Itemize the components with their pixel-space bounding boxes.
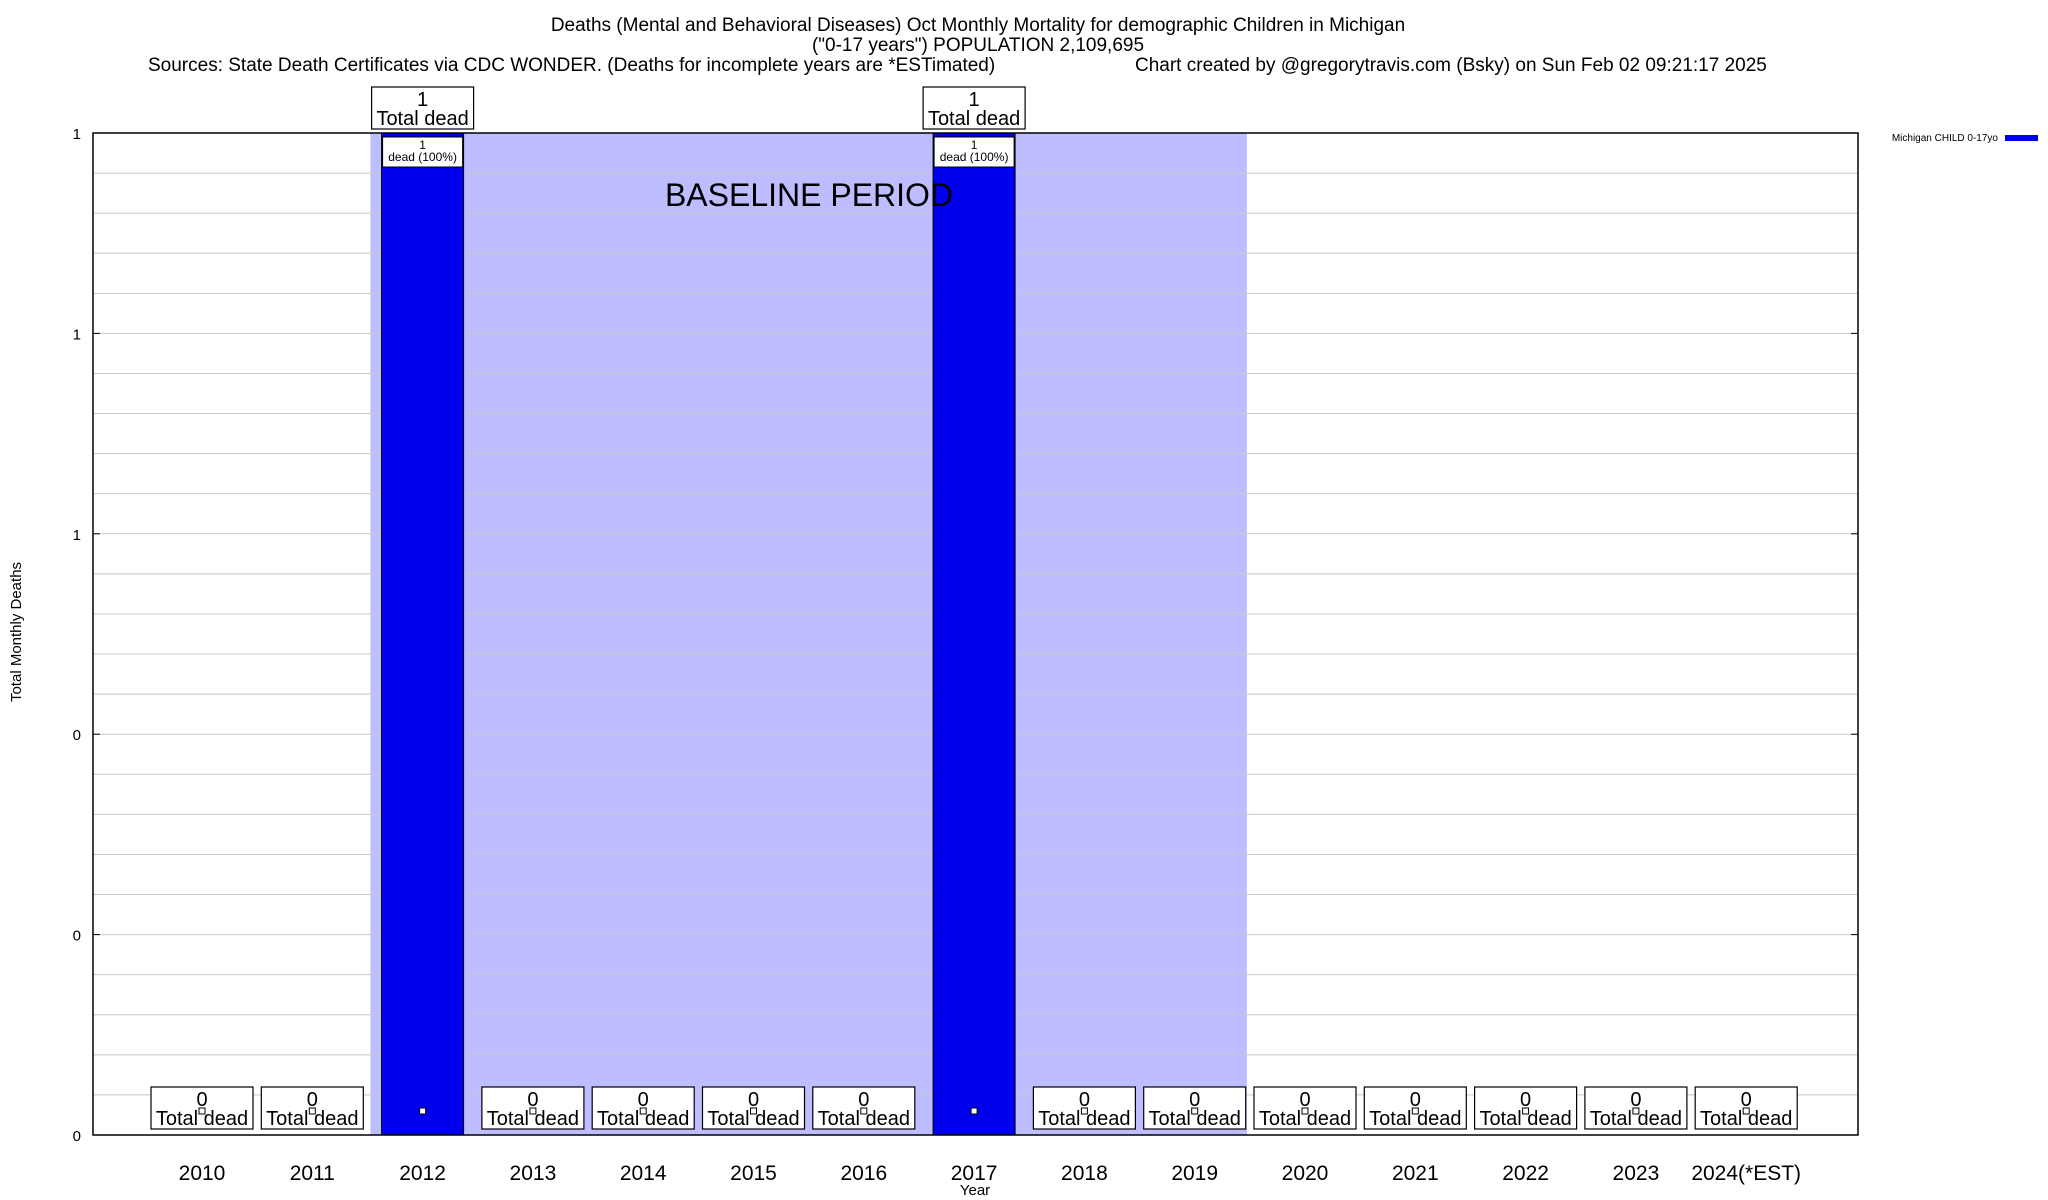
bar-data-label: 1 bbox=[971, 138, 978, 152]
total-label-value: 0 bbox=[527, 1089, 538, 1111]
x-tick-marker bbox=[1301, 1107, 1309, 1115]
total-label-text: Total dead bbox=[707, 1108, 799, 1130]
legend-label: Michigan CHILD 0-17yo bbox=[1892, 133, 1999, 144]
x-tick-marker bbox=[419, 1107, 427, 1115]
x-tick-label: 2017 bbox=[951, 1162, 998, 1185]
total-label-text: Total dead bbox=[376, 108, 468, 130]
x-tick-marker bbox=[750, 1107, 757, 1115]
baseline-period-label: BASELINE PERIOD bbox=[665, 177, 953, 213]
legend-swatch bbox=[2005, 135, 2038, 141]
chart-title-line-2: ("0-17 years") POPULATION 2,109,695 bbox=[812, 35, 1144, 56]
x-tick-label: 2023 bbox=[1613, 1162, 1660, 1185]
x-tick-marker bbox=[1191, 1107, 1199, 1115]
total-label-box bbox=[371, 86, 475, 130]
total-label-box bbox=[701, 1086, 806, 1130]
y-tick-label: 0 bbox=[73, 727, 81, 744]
total-label-text: Total dead bbox=[1700, 1108, 1792, 1130]
baseline-period-band bbox=[370, 133, 1247, 1135]
x-tick-marker bbox=[308, 1107, 316, 1115]
bar-layer bbox=[381, 132, 1016, 1136]
total-label-text: Total dead bbox=[1149, 1108, 1241, 1130]
x-tick-marker bbox=[1411, 1107, 1419, 1115]
x-tick-label: 2012 bbox=[399, 1162, 446, 1185]
chart-credit: Chart created by @gregorytravis.com (Bsk… bbox=[1135, 55, 1767, 76]
bar-data-label: dead (100%) bbox=[388, 150, 457, 164]
bar-data-label: dead (100%) bbox=[940, 150, 1009, 164]
total-label-text: Total dead bbox=[1038, 1108, 1130, 1130]
total-label-box bbox=[150, 1086, 254, 1130]
bar-data-label: 1 bbox=[419, 138, 426, 152]
x-axis-title: Year bbox=[960, 1182, 990, 1199]
total-label-text: Total dead bbox=[597, 1108, 689, 1130]
y-tick-label: 1 bbox=[73, 326, 81, 343]
total-label-value: 0 bbox=[1630, 1089, 1641, 1111]
x-tick-label: 2010 bbox=[179, 1162, 226, 1185]
bar-data-label-box bbox=[382, 136, 464, 168]
y-tick-label: 0 bbox=[73, 928, 81, 945]
x-tick-label: 2013 bbox=[510, 1162, 557, 1185]
bar bbox=[381, 132, 465, 1136]
total-label-text: Total dead bbox=[266, 1108, 358, 1130]
bar bbox=[932, 132, 1016, 1136]
total-label-value: 0 bbox=[1189, 1089, 1200, 1111]
x-tick-marker bbox=[639, 1107, 647, 1115]
baseline-period-layer bbox=[370, 133, 1247, 1135]
total-label-text: Total dead bbox=[1479, 1108, 1571, 1130]
total-label-text: Total dead bbox=[156, 1108, 248, 1130]
total-label-value: 0 bbox=[638, 1089, 649, 1111]
legend: Michigan CHILD 0-17yo bbox=[1892, 133, 2038, 144]
total-label-text: Total dead bbox=[1259, 1108, 1351, 1130]
total-label-box bbox=[922, 86, 1026, 130]
y-tick-label: 1 bbox=[73, 527, 81, 544]
total-label-text: Total dead bbox=[818, 1108, 910, 1130]
x-tick-marker bbox=[198, 1107, 206, 1115]
total-label-value: 1 bbox=[417, 89, 428, 111]
x-tick-marker bbox=[970, 1107, 978, 1115]
x-tick-marker bbox=[1080, 1107, 1088, 1115]
axis-layer: 0 0 0 1 1 1 2010 2011 2012 2013 2014 2015 2016 2017 20… bbox=[73, 126, 1859, 1185]
chart-title-line-1: Deaths (Mental and Behavioral Diseases) … bbox=[551, 15, 1405, 36]
x-tick-marker bbox=[860, 1107, 868, 1115]
x-tick-label: 2022 bbox=[1502, 1162, 1549, 1185]
total-label-value: 0 bbox=[1079, 1089, 1090, 1111]
x-tick-marker bbox=[1632, 1107, 1640, 1115]
x-tick-label: 2024(*EST) bbox=[1691, 1162, 1801, 1185]
x-tick-label: 2014 bbox=[620, 1162, 667, 1185]
x-tick-marker bbox=[1522, 1107, 1530, 1115]
total-label-text: Total dead bbox=[928, 108, 1020, 130]
x-tick-marker bbox=[529, 1107, 537, 1115]
total-label-value: 0 bbox=[748, 1089, 759, 1111]
total-label-value: 0 bbox=[196, 1089, 207, 1111]
x-tick-marker bbox=[1742, 1107, 1750, 1115]
total-label-value: 1 bbox=[969, 89, 980, 111]
x-tick-label: 2015 bbox=[730, 1162, 777, 1185]
x-tick-label: 2018 bbox=[1061, 1162, 1108, 1185]
total-label-value: 0 bbox=[1520, 1089, 1531, 1111]
bar-data-label-box bbox=[933, 136, 1015, 168]
y-axis-title: Total Monthly Deaths bbox=[8, 562, 25, 702]
total-label-text: Total dead bbox=[1369, 1108, 1461, 1130]
y-tick-label: 1 bbox=[73, 126, 81, 143]
x-tick-label: 2021 bbox=[1392, 1162, 1439, 1185]
x-tick-label: 2011 bbox=[290, 1162, 335, 1185]
plot-frame bbox=[92, 132, 1859, 1136]
y-tick-label: 0 bbox=[73, 1128, 81, 1145]
x-tick-label: 2019 bbox=[1171, 1162, 1218, 1185]
x-tick-label: 2020 bbox=[1282, 1162, 1329, 1185]
total-label-value: 0 bbox=[1299, 1089, 1310, 1111]
x-tick-label: 2016 bbox=[840, 1162, 887, 1185]
total-label-text: Total dead bbox=[487, 1108, 579, 1130]
total-label-value: 0 bbox=[307, 1089, 318, 1111]
total-label-text: Total dead bbox=[1590, 1108, 1682, 1130]
total-label-value: 0 bbox=[1410, 1089, 1421, 1111]
total-label-value: 0 bbox=[858, 1089, 869, 1111]
chart-sources: Sources: State Death Certificates via CD… bbox=[148, 55, 995, 76]
total-label-value: 0 bbox=[1741, 1089, 1752, 1111]
